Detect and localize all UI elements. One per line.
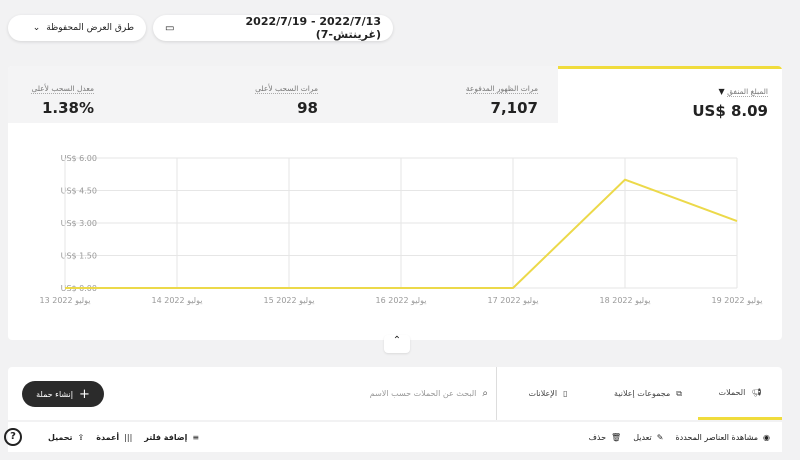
- trash-icon: 🗑︎: [611, 432, 622, 442]
- upload-icon: ⇪: [77, 432, 85, 442]
- search-icon: ⌕: [482, 388, 488, 399]
- y-tick-label: US$ 4.50: [61, 187, 97, 196]
- columns-button[interactable]: ||| أعمدة: [96, 433, 132, 442]
- help-icon[interactable]: ?: [4, 428, 22, 446]
- tab-label: مجموعات إعلانية: [614, 389, 671, 398]
- stat-label: مرات الظهور المدفوعة: [465, 84, 538, 94]
- filter-icon: ≡: [192, 432, 200, 442]
- tab-ad-sets[interactable]: ⧉ مجموعات إعلانية: [598, 367, 698, 420]
- metrics-card: ▼ المبلغ المنفق US$ 8.09 مرات الظهور الم…: [8, 66, 782, 340]
- stat-value: 1.38%: [41, 99, 94, 117]
- y-tick-label: US$ 3.00: [61, 219, 97, 228]
- columns-icon: |||: [124, 432, 133, 442]
- edit-button[interactable]: ✎ تعديل: [633, 433, 663, 442]
- download-button[interactable]: ⇪ تحميل: [48, 433, 84, 442]
- stat-label: مرات السحب لأعلى: [255, 84, 318, 94]
- divider: [496, 367, 497, 420]
- stat-label: المبلغ المنفق: [727, 87, 768, 97]
- table-toolbar: ◉ مشاهدة العناصر المحددة ✎ تعديل 🗑︎ حذف ≡ إض…: [8, 422, 782, 452]
- caret-down-icon: ▼: [718, 87, 728, 96]
- create-campaign-button[interactable]: + إنشاء حملة: [22, 381, 104, 407]
- megaphone-icon: 📢︎: [751, 387, 762, 397]
- add-filter-button[interactable]: ≡ إضافة فلتر: [144, 433, 199, 442]
- x-tick-label: 19 يوليو 2022: [712, 296, 763, 305]
- stat-impressions[interactable]: مرات الظهور المدفوعة 7,107: [338, 66, 552, 123]
- stat-swipe-rate[interactable]: معدل السحب لأعلى 1.38%: [8, 66, 108, 123]
- search-input[interactable]: البحث عن الحملات حسب الاسم: [369, 389, 477, 398]
- plus-icon: +: [78, 386, 90, 402]
- x-tick-label: 16 يوليو 2022: [376, 296, 427, 305]
- label: حذف: [588, 432, 607, 442]
- x-tick-label: 14 يوليو 2022: [152, 296, 203, 305]
- search-box[interactable]: ⌕ البحث عن الحملات حسب الاسم: [288, 367, 488, 420]
- saved-views-label: طرق العرض المحفوظة: [46, 23, 134, 33]
- phone-icon: ▯: [563, 389, 568, 398]
- label: أعمدة: [96, 432, 120, 442]
- pencil-icon: ✎: [656, 432, 664, 442]
- x-tick-label: 18 يوليو 2022: [600, 296, 651, 305]
- x-tick-label: 17 يوليو 2022: [488, 296, 539, 305]
- label: مشاهدة العناصر المحددة: [675, 432, 759, 442]
- stat-label: معدل السحب لأعلى: [31, 84, 94, 94]
- stat-swipe-ups[interactable]: مرات السحب لأعلى 98: [118, 66, 332, 123]
- stat-spend[interactable]: ▼ المبلغ المنفق US$ 8.09: [558, 66, 782, 123]
- label: تعديل: [633, 432, 652, 442]
- label: إضافة فلتر: [144, 432, 188, 442]
- date-range-picker[interactable]: 2022/7/13 - 2022/7/19 (غرينتش-7) ▭: [153, 15, 393, 41]
- stat-value: 98: [297, 99, 318, 117]
- x-tick-label: 15 يوليو 2022: [264, 296, 315, 305]
- chevron-down-icon: ⌄: [32, 23, 41, 33]
- y-tick-label: US$ 1.50: [61, 252, 97, 261]
- tab-ads[interactable]: ▯ الإعلانات: [498, 367, 598, 420]
- stat-value: 7,107: [490, 99, 538, 117]
- delete-button[interactable]: 🗑︎ حذف: [589, 433, 622, 442]
- y-tick-label: US$ 6.00: [61, 154, 97, 163]
- x-tick-label: 13 يوليو 2022: [40, 296, 91, 305]
- ad-sets-icon: ⧉: [676, 388, 682, 398]
- label: تحميل: [48, 432, 73, 442]
- calendar-icon: ▭: [165, 22, 175, 34]
- date-range-text: 2022/7/13 - 2022/7/19 (غرينتش-7): [245, 15, 381, 41]
- tab-campaigns[interactable]: 📢︎ الحملات: [698, 367, 782, 420]
- collapse-chart-button[interactable]: ⌃: [384, 335, 410, 353]
- eye-icon: ◉: [763, 432, 770, 442]
- tab-label: الإعلانات: [528, 389, 558, 398]
- view-selected-button[interactable]: ◉ مشاهدة العناصر المحددة: [675, 433, 770, 442]
- saved-views-dropdown[interactable]: طرق العرض المحفوظة ⌄: [8, 15, 146, 41]
- create-label: إنشاء حملة: [36, 389, 73, 399]
- tab-label: الحملات: [718, 387, 746, 397]
- stat-value: US$ 8.09: [692, 102, 768, 120]
- tabs-bar: 📢︎ الحملات ⧉ مجموعات إعلانية ▯ الإعلانات ⌕ ا…: [8, 367, 782, 420]
